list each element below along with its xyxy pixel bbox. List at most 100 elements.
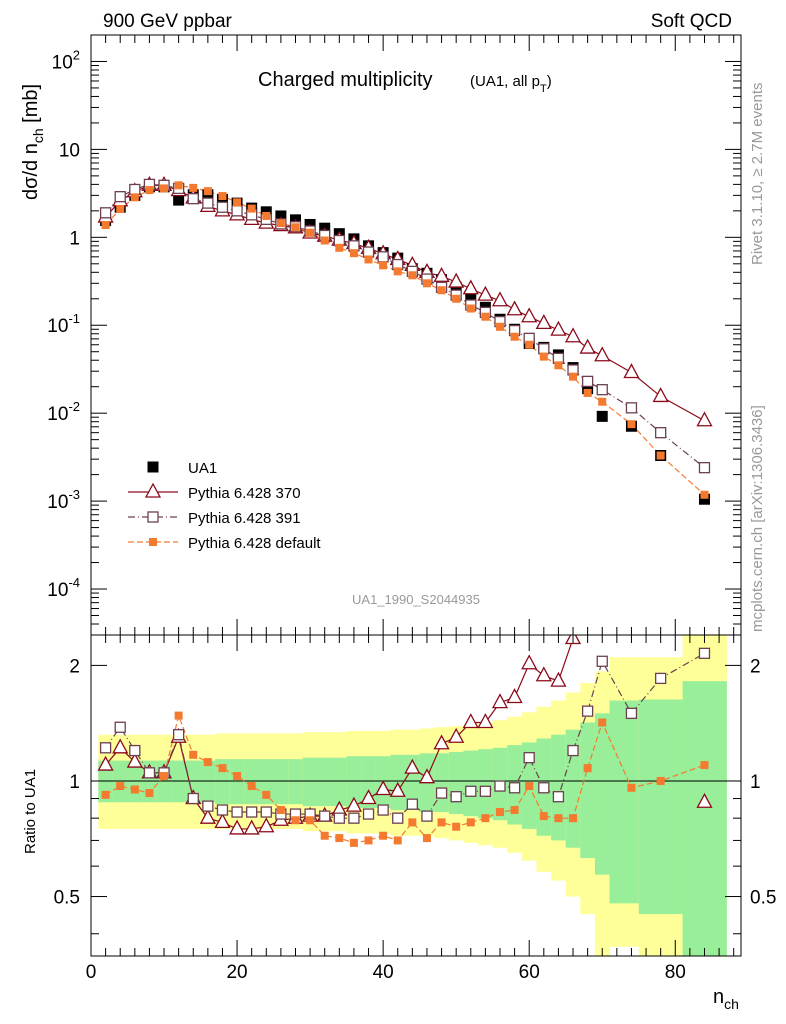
legend-marker [144,482,162,498]
ratio-y-tick-label-right: 1 [750,772,761,793]
ratio-point [495,808,504,817]
mc-point [655,427,667,439]
data-point [260,206,272,218]
main-series-line [105,183,705,469]
ratio-point [145,789,154,798]
mc-point [335,243,344,252]
ratio-point [452,822,461,831]
ratio-point [521,654,538,670]
ratio-point [569,814,578,823]
ratio-band-inner [229,759,245,805]
ratio-point [435,787,448,799]
analysis-id: UA1_1990_S2044935 [352,592,480,607]
mc-point [408,271,417,280]
legend-label: UA1 [188,460,217,477]
ratio-band-inner [302,757,318,807]
mc-point [291,223,300,232]
x-tick-label: 80 [665,962,686,983]
ratio-ylabel: Ratio to UA1 [22,769,39,854]
ratio-band-inner [478,749,494,819]
ratio-point [627,783,636,792]
main-y-tick-label: 10-1 [47,311,80,337]
mc-point [99,207,112,219]
ratio-band-inner [273,759,289,805]
mc-point [462,279,479,295]
ratio-point [696,792,713,808]
ratio-point [231,806,243,818]
ratio-point [550,671,567,687]
mc-point [696,411,713,427]
ratio-point [477,713,494,729]
main-y-tick-label: 10 [59,140,80,161]
ratio-point [189,750,198,759]
mc-point [598,397,607,406]
mc-point [247,204,256,213]
ratio-point [319,810,331,822]
ratio-point [335,834,344,843]
mc-point [627,420,636,429]
legend-label: Pythia 6.428 default [188,535,321,552]
data-point [698,493,710,505]
mc-point [218,192,227,201]
mc-point [129,183,141,196]
mc-point [656,451,665,460]
ratio-point [160,772,169,781]
mc-point [393,267,402,276]
ratio-point [538,782,550,794]
mc-point [583,388,592,397]
ratio-point [320,831,329,840]
ratio-point [349,838,358,847]
ratio-point [655,672,667,685]
ratio-point [126,752,143,768]
mc-point [466,304,475,313]
ratio-point [203,758,212,767]
header-left: 900 GeV ppbar [103,11,233,32]
ratio-band-inner [434,753,450,813]
ratio-band-inner [332,757,348,807]
ratio-point [172,729,185,741]
main-title-sub: (UA1, all pT) [470,73,552,95]
ratio-point [700,761,709,770]
ratio-band-inner [288,759,304,805]
ratio-band-inner [463,750,479,817]
mc-point [652,387,669,403]
legend-label: Pythia 6.428 391 [188,510,301,527]
mc-point [437,286,446,295]
ratio-point [228,819,246,835]
mc-point [448,272,465,288]
mc-point [189,183,198,192]
ratio-point [523,752,535,764]
ratio-point [481,814,490,823]
mcplots-label: mcplots.cern.ch [arXiv:1306.3436] [749,405,766,632]
mc-point [377,251,389,263]
ratio-point [202,800,214,812]
ratio-band-inner [317,757,333,807]
ratio-point [143,767,156,779]
ratio-point [306,816,315,825]
data-point [275,210,287,222]
ratio-band-inner [361,756,377,809]
mc-point [538,343,550,355]
ratio-point [491,693,509,709]
ratio-point [448,727,465,743]
main-y-tick-label: 10-4 [47,575,80,601]
ratio-point [465,785,477,797]
ratio-point [535,666,552,682]
mc-point [625,402,638,414]
data-point [173,194,185,206]
ratio-plot-frame [90,634,742,957]
mc-point [579,338,596,354]
ratio-y-tick-label-left: 0.5 [54,888,80,909]
ratio-band-inner [638,699,684,915]
ratio-point [510,806,519,815]
ratio-y-tick-label-left: 1 [69,772,80,793]
ratio-point [525,782,534,791]
rivet-version-label: Rivet 3.1.10, ≥ 2.7M events [749,83,766,266]
mc-point [160,184,169,193]
ratio-y-tick-label-right: 0.5 [750,888,776,909]
mc-point [203,187,212,196]
legend-marker [149,538,157,546]
mc-point [698,462,711,474]
ratio-point [552,791,565,803]
ratio-point [379,831,388,840]
